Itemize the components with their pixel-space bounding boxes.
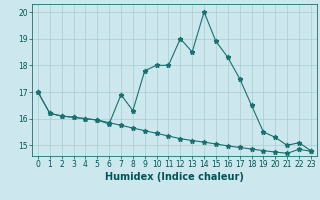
X-axis label: Humidex (Indice chaleur): Humidex (Indice chaleur): [105, 172, 244, 182]
